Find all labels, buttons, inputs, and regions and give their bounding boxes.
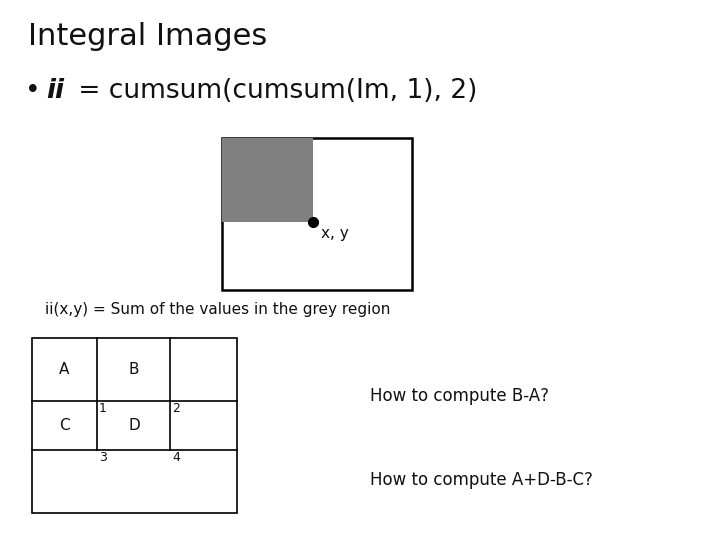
Text: = cumsum(cumsum(Im, 1), 2): = cumsum(cumsum(Im, 1), 2) <box>70 78 477 104</box>
Text: D: D <box>128 418 140 434</box>
Bar <box>32 338 237 513</box>
Text: ii: ii <box>46 78 64 104</box>
Text: 1: 1 <box>99 402 107 415</box>
Text: B: B <box>129 361 139 376</box>
Text: x, y: x, y <box>321 226 349 241</box>
Bar <box>222 138 313 221</box>
Text: How to compute A+D-B-C?: How to compute A+D-B-C? <box>370 471 593 489</box>
Text: 4: 4 <box>172 451 180 464</box>
Text: ii(x,y) = Sum of the values in the grey region: ii(x,y) = Sum of the values in the grey … <box>45 302 390 317</box>
Text: A: A <box>59 361 69 376</box>
Bar <box>222 138 412 290</box>
Text: •: • <box>25 78 40 104</box>
Text: C: C <box>59 418 69 434</box>
Text: 2: 2 <box>172 402 180 415</box>
Text: How to compute B-A?: How to compute B-A? <box>370 387 549 405</box>
Text: 3: 3 <box>99 451 107 464</box>
Text: Integral Images: Integral Images <box>28 22 267 51</box>
